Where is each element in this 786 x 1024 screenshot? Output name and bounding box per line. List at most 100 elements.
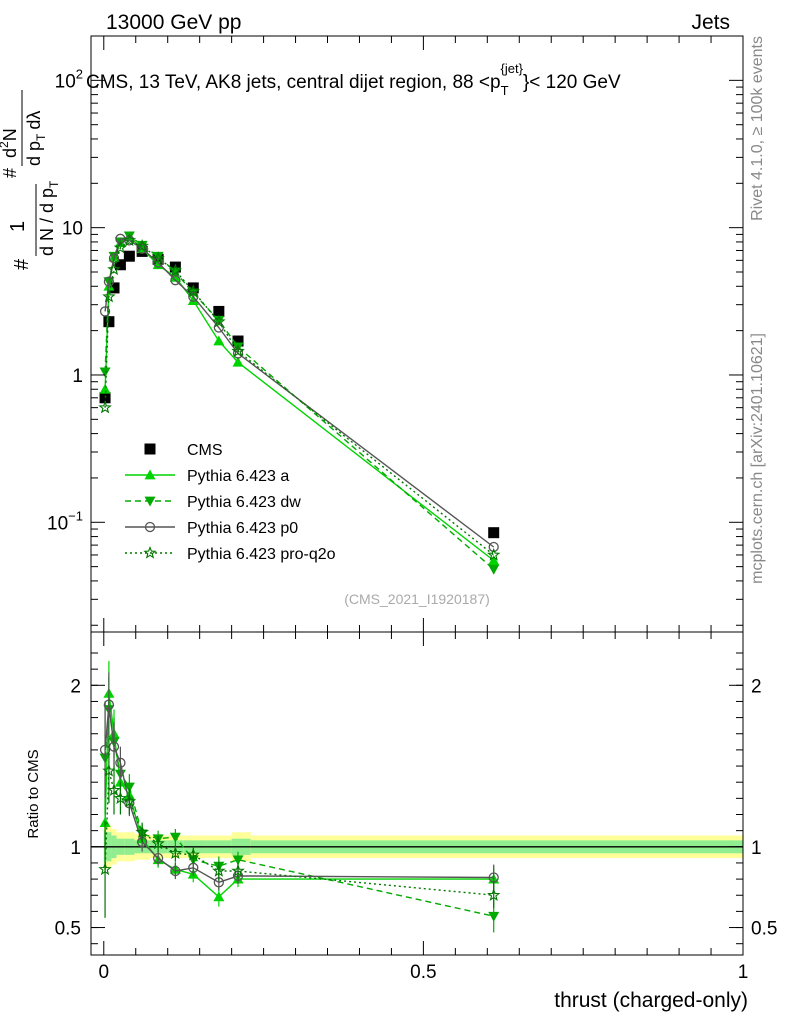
ratio-point <box>186 847 200 861</box>
series-pythia-6-423-pro-q2o <box>98 233 501 561</box>
ratio-point <box>122 794 137 808</box>
ratio-point <box>188 862 199 873</box>
data-point <box>123 250 135 262</box>
ratio-point <box>123 782 135 793</box>
ratio-ytick-label-right: 2 <box>751 676 762 697</box>
legend-entry: Pythia 6.423 p0 <box>125 520 298 537</box>
legend-entry: Pythia 6.423 pro-q2o <box>125 545 336 563</box>
data-point <box>114 259 126 271</box>
ratio-point <box>115 757 126 768</box>
ratio-point <box>113 791 128 805</box>
main-ytick-base: 10 <box>47 513 68 534</box>
data-point <box>169 261 181 273</box>
main-ytick-label: 10−1 <box>47 508 83 534</box>
data-point <box>102 289 116 303</box>
data-point <box>108 282 120 294</box>
data-point <box>488 541 499 553</box>
data-point <box>99 383 111 394</box>
data-point <box>488 555 500 565</box>
data-point <box>122 233 137 247</box>
svg-text:d2N: d2N <box>0 128 20 158</box>
data-point <box>152 251 164 262</box>
legend-marker <box>143 545 157 559</box>
main-frame <box>90 35 744 633</box>
ratio-point <box>135 825 149 838</box>
ratio-ylabel: Ratio to CMS <box>25 749 42 838</box>
svg-text:#: # <box>11 258 33 270</box>
ratio-point <box>102 763 116 777</box>
data-point <box>488 564 500 575</box>
data-point <box>231 344 245 357</box>
ratio-point <box>169 832 181 843</box>
ratio-frame <box>90 631 744 956</box>
series-line <box>104 235 495 562</box>
ylabel-d: d <box>0 148 20 158</box>
ylabel-hash: # <box>11 258 33 270</box>
ylabel-N: N <box>0 128 20 141</box>
data-point <box>213 305 225 317</box>
data-point <box>113 240 128 254</box>
main-title-pre: CMS, 13 TeV, AK8 jets, central dijet reg… <box>86 72 501 93</box>
main-ytick-label: 10 <box>62 219 83 240</box>
data-point <box>99 392 111 404</box>
legend-label: Pythia 6.423 a <box>187 468 289 485</box>
data-point <box>170 275 181 286</box>
data-point <box>488 527 500 539</box>
main-ytick-base: 10 <box>55 71 76 92</box>
ratio-point <box>488 872 499 883</box>
ratio-xtick-label: 0.5 <box>410 962 436 983</box>
legend-marker <box>144 521 156 533</box>
ratio-ytick-label: 1 <box>70 838 81 859</box>
rivet-label: Rivet 4.1.0, ≥ 100k events <box>749 36 766 221</box>
ylabel-two: 2 <box>0 141 11 148</box>
svg-text:d N / d pT: d N / d pT <box>37 180 61 256</box>
main-series-layer <box>98 231 501 575</box>
ylabel-hash2: # <box>0 168 20 178</box>
ratio-point <box>99 744 111 756</box>
analysis-watermark: (CMS_2021_I1920187) <box>344 591 490 607</box>
main-ytick-label: 102 <box>55 66 83 92</box>
ratio-point <box>231 863 245 877</box>
main-title-post: }< 120 GeV <box>523 72 621 93</box>
ratio-point <box>488 911 500 922</box>
ratio-ytick-label-right: 1 <box>751 838 762 859</box>
legend-label: Pythia 6.423 pro-q2o <box>187 546 336 563</box>
data-point <box>99 306 111 317</box>
data-point <box>103 276 115 287</box>
data-point <box>99 367 111 378</box>
ratio-point <box>151 836 165 850</box>
data-point <box>135 239 149 252</box>
data-point <box>103 316 115 328</box>
data-point <box>151 251 165 265</box>
header-left: 13000 GeV pp <box>106 11 241 34</box>
data-point <box>186 284 200 297</box>
data-point <box>232 348 244 359</box>
ratio-point <box>103 699 115 710</box>
ratio-series-pythia-6-423-dw <box>99 677 500 933</box>
ylabel-one: 1 <box>7 221 29 232</box>
legend-entry: CMS <box>144 442 223 459</box>
ratio-point <box>152 852 164 864</box>
header-right: Jets <box>691 11 730 34</box>
legend-label: CMS <box>187 442 223 459</box>
mcplots-label: mcplots.cern.ch [arXiv:2401.10621] <box>749 333 766 584</box>
data-point <box>213 335 225 346</box>
data-point <box>232 335 244 347</box>
data-point <box>232 356 244 367</box>
data-point <box>212 314 226 328</box>
ylabel-dl: dλ <box>24 111 44 130</box>
legend-marker <box>144 496 156 507</box>
ratio-series-pythia-6-423-pro-q2o <box>98 738 501 918</box>
ratio-point <box>107 783 121 796</box>
main-ytick-exp: −1 <box>68 508 83 523</box>
ratio-point <box>98 862 112 876</box>
series-pythia-6-423-a <box>99 231 500 565</box>
legend-entry: Pythia 6.423 a <box>125 468 289 485</box>
ratio-ytick-label: 2 <box>70 676 81 697</box>
ratio-point <box>213 891 225 902</box>
ratio-line <box>104 709 494 917</box>
ratio-point <box>168 846 183 859</box>
ratio-ytick-label: 0.5 <box>55 919 81 940</box>
data-point <box>98 400 112 414</box>
